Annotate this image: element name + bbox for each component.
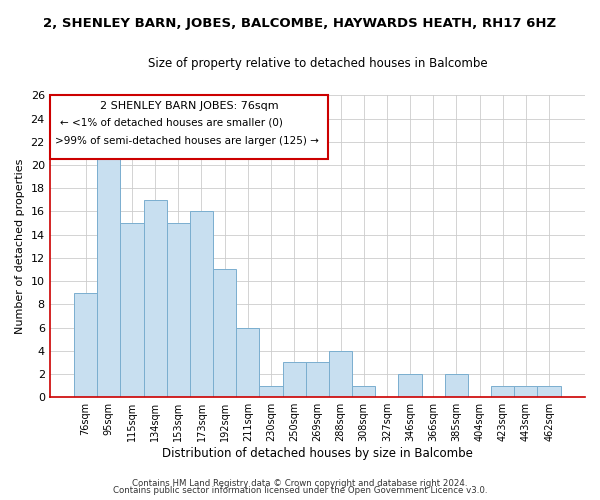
Bar <box>97 142 121 397</box>
Text: 2, SHENLEY BARN, JOBES, BALCOMBE, HAYWARDS HEATH, RH17 6HZ: 2, SHENLEY BARN, JOBES, BALCOMBE, HAYWAR… <box>43 18 557 30</box>
Bar <box>121 223 143 397</box>
Bar <box>143 200 167 397</box>
Bar <box>283 362 306 397</box>
Text: Contains public sector information licensed under the Open Government Licence v3: Contains public sector information licen… <box>113 486 487 495</box>
Text: Contains HM Land Registry data © Crown copyright and database right 2024.: Contains HM Land Registry data © Crown c… <box>132 478 468 488</box>
Bar <box>398 374 422 397</box>
Bar <box>74 292 97 397</box>
Bar <box>190 212 213 397</box>
Bar <box>167 223 190 397</box>
Text: >99% of semi-detached houses are larger (125) →: >99% of semi-detached houses are larger … <box>55 136 319 146</box>
Bar <box>491 386 514 397</box>
Bar <box>236 328 259 397</box>
Bar <box>259 386 283 397</box>
X-axis label: Distribution of detached houses by size in Balcombe: Distribution of detached houses by size … <box>162 447 473 460</box>
Bar <box>213 270 236 397</box>
Bar <box>538 386 560 397</box>
Bar <box>445 374 468 397</box>
Bar <box>329 351 352 397</box>
Bar <box>352 386 375 397</box>
Y-axis label: Number of detached properties: Number of detached properties <box>15 158 25 334</box>
Title: Size of property relative to detached houses in Balcombe: Size of property relative to detached ho… <box>148 58 487 70</box>
FancyBboxPatch shape <box>50 96 328 158</box>
Text: 2 SHENLEY BARN JOBES: 76sqm: 2 SHENLEY BARN JOBES: 76sqm <box>100 102 278 112</box>
Bar <box>306 362 329 397</box>
Bar <box>514 386 538 397</box>
Text: ← <1% of detached houses are smaller (0): ← <1% of detached houses are smaller (0) <box>61 118 283 128</box>
